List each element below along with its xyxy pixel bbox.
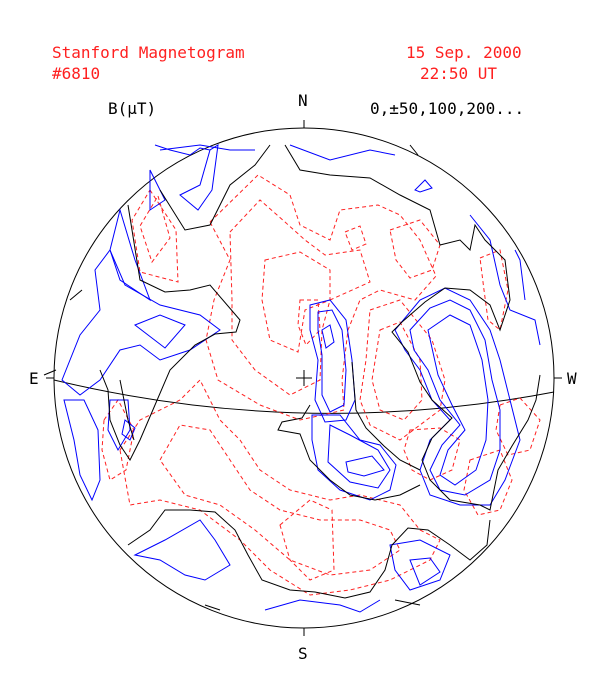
compass-ticks xyxy=(46,120,562,636)
observation-time: 22:50 UT xyxy=(420,64,498,83)
negative-contours xyxy=(101,174,541,596)
compass-south-label: S xyxy=(298,644,308,663)
contour-levels-label: 0,±50,100,200... xyxy=(370,99,525,118)
magnetogram-title: Stanford Magnetogram xyxy=(52,43,245,62)
observation-date: 15 Sep. 2000 xyxy=(406,43,522,62)
neutral-lines xyxy=(43,144,541,611)
center-cross xyxy=(296,370,312,386)
compass-north-label: N xyxy=(298,91,308,110)
compass-west-label: W xyxy=(567,369,577,388)
magnetogram-number: #6810 xyxy=(52,64,101,83)
field-unit-label: B(μT) xyxy=(108,99,157,118)
compass-east-label: E xyxy=(29,369,39,388)
